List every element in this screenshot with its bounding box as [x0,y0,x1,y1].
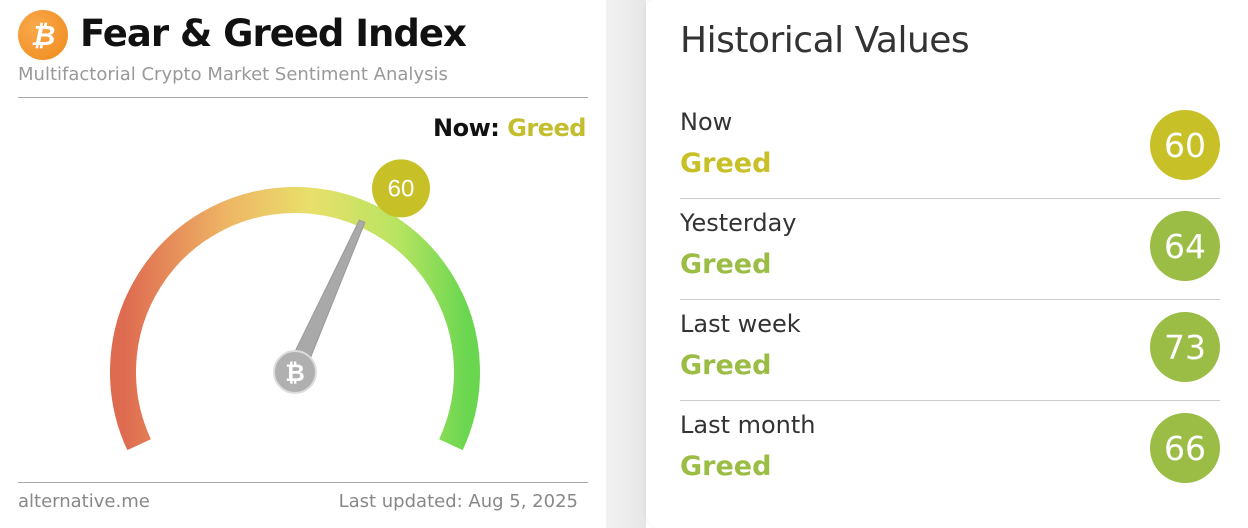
divider [18,482,588,483]
divider [18,97,588,98]
history-classification: Greed [680,249,772,280]
history-value-badge: 64 [1150,211,1220,281]
history-row: Last week Greed 73 [680,300,1220,401]
fear-greed-panel: ₿ Fear & Greed Index Multifactorial Cryp… [0,0,606,528]
history-row: Last month Greed 66 [680,401,1220,502]
gutter [606,0,646,528]
history-classification: Greed [680,451,772,482]
history-value-badge: 73 [1150,312,1220,382]
gauge-value-bubble [372,159,430,218]
history-row: Yesterday Greed 64 [680,199,1220,300]
gauge-hub [273,350,317,394]
brand-link[interactable]: alternative.me [18,491,150,512]
history-label: Now [680,108,733,136]
page-subtitle: Multifactorial Crypto Market Sentiment A… [18,64,448,85]
historical-title: Historical Values [680,20,970,61]
history-value-badge: 60 [1150,110,1220,180]
page-title: Fear & Greed Index [80,12,467,55]
now-classification: Greed [507,114,586,142]
history-classification: Greed [680,148,772,179]
bitcoin-icon: ₿ [285,359,305,387]
history-value-badge: 66 [1150,413,1220,483]
historical-panel: Historical Values Now Greed 60 Yesterday … [646,0,1248,528]
last-updated: Last updated: Aug 5, 2025 [338,491,578,512]
history-label: Last month [680,411,816,439]
history-classification: Greed [680,350,772,381]
gauge-arc [110,187,480,451]
history-label: Last week [680,310,801,338]
history-row: Now Greed 60 [680,98,1220,199]
history-label: Yesterday [680,209,797,237]
bitcoin-icon: ₿ [18,10,68,60]
gauge: 60 ₿ [110,159,480,451]
gauge-value-label: 60 [388,175,415,202]
now-status: Now: Greed [433,114,586,142]
now-label: Now: [433,114,500,142]
